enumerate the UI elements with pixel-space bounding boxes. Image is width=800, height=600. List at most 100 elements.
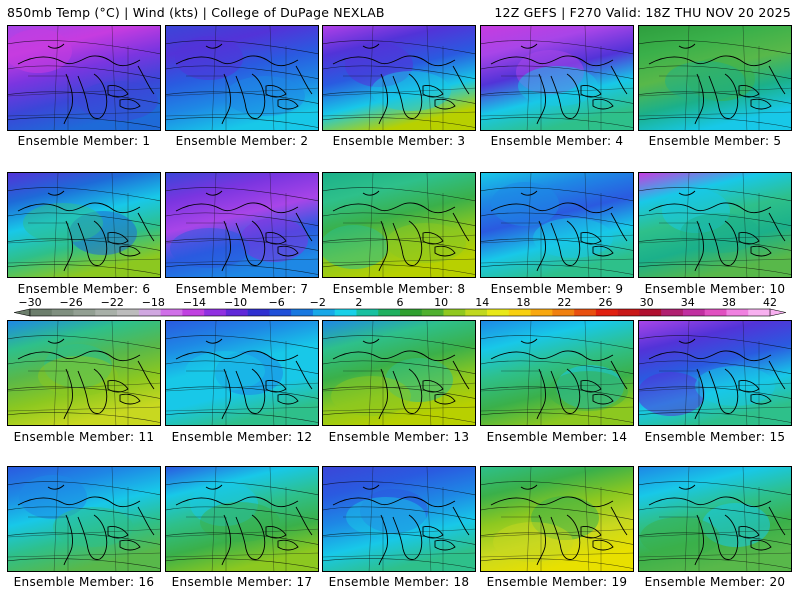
isotherm-contour	[481, 386, 633, 399]
isotherm-contour	[639, 264, 791, 275]
isotherm-contour	[639, 117, 791, 128]
great-lakes-coastline	[592, 393, 614, 405]
state-border	[166, 552, 318, 558]
temperature-blob	[371, 71, 451, 111]
temperature-field	[8, 467, 160, 571]
state-border	[111, 321, 117, 425]
ensemble-member-8-label: Ensemble Member: 8	[332, 282, 466, 296]
state-border	[639, 406, 791, 412]
isotherm-contour	[166, 412, 318, 423]
isotherm-contour	[166, 558, 318, 569]
isotherm-contour	[481, 117, 633, 128]
isotherm-contour	[8, 558, 160, 569]
isotherm-contour	[639, 65, 791, 79]
temperature-blob	[518, 66, 598, 106]
great-lakes-coastline	[235, 220, 266, 266]
colorbar-tick-label: 30	[640, 296, 654, 309]
state-border	[8, 406, 160, 412]
great-lakes-coastline	[520, 484, 538, 490]
temperature-blob	[665, 61, 745, 101]
state-border	[584, 321, 590, 425]
ensemble-member-15-label: Ensemble Member: 15	[644, 430, 786, 444]
isotherm-contour	[166, 40, 318, 55]
temperature-field	[323, 467, 475, 571]
great-lakes-coastline	[205, 190, 223, 196]
ensemble-member-20-map	[638, 466, 792, 572]
ensemble-member-5-label: Ensemble Member: 5	[648, 134, 782, 148]
great-lakes-coastline	[580, 526, 602, 539]
temperature-field	[481, 321, 633, 425]
isotherm-contour	[323, 412, 475, 423]
temperature-blob	[493, 522, 573, 562]
great-lakes-coastline	[694, 368, 704, 420]
colorbar-segment	[73, 309, 96, 316]
great-lakes-coastline	[520, 43, 538, 49]
colorbar-tick-label: 14	[475, 296, 489, 309]
colorbar-tick-label: 10	[434, 296, 448, 309]
state-border	[166, 87, 318, 97]
colorbar-segment	[552, 309, 575, 316]
state-border	[742, 321, 748, 425]
great-lakes-coastline	[47, 338, 65, 344]
temperature-blob	[78, 81, 158, 121]
great-lakes-coastline	[750, 245, 772, 257]
state-border	[526, 467, 532, 571]
great-lakes-coastline	[422, 380, 444, 393]
isotherm-contour	[323, 40, 475, 55]
great-lakes-coastline	[47, 190, 65, 196]
great-lakes-coastline	[536, 368, 546, 420]
isotherm-contour	[166, 506, 318, 520]
great-lakes-coastline	[221, 220, 231, 272]
great-lakes-coastline	[648, 55, 772, 67]
temperature-field	[8, 26, 160, 130]
state-border	[323, 87, 475, 97]
great-lakes-coastline	[452, 212, 470, 242]
state-border	[28, 222, 69, 277]
state-border	[28, 516, 69, 571]
state-border	[186, 516, 227, 571]
temperature-blob	[331, 376, 411, 416]
isotherm-contour	[639, 412, 791, 423]
great-lakes-coastline	[550, 514, 581, 560]
great-lakes-coastline	[332, 496, 456, 508]
great-lakes-coastline	[77, 220, 108, 266]
great-lakes-coastline	[536, 73, 546, 125]
temperature-field	[8, 321, 160, 425]
ensemble-member-6-label: Ensemble Member: 6	[17, 282, 151, 296]
state-border	[481, 87, 633, 97]
isotherm-contour	[8, 386, 160, 399]
great-lakes-coastline	[434, 393, 456, 405]
state-border	[368, 467, 374, 571]
great-lakes-coastline	[592, 98, 614, 110]
colorbar-tick-label: 22	[557, 296, 571, 309]
colorbar-segment	[225, 309, 248, 316]
great-lakes-coastline	[277, 393, 299, 405]
isotherm-contour	[8, 238, 160, 251]
isotherm-contour	[323, 117, 475, 128]
great-lakes-coastline	[422, 526, 444, 539]
ensemble-member-4-label: Ensemble Member: 4	[490, 134, 624, 148]
state-border	[8, 528, 160, 538]
ensemble-member-11-map	[7, 320, 161, 426]
ensemble-member-1-label: Ensemble Member: 1	[17, 134, 151, 148]
state-border	[323, 258, 475, 264]
great-lakes-coastline	[708, 368, 739, 414]
isotherm-contour	[481, 65, 633, 79]
great-lakes-coastline	[332, 202, 456, 214]
colorbar-segment	[160, 309, 183, 316]
state-border	[53, 26, 59, 130]
great-lakes-coastline	[119, 98, 141, 110]
isotherm-contour	[639, 532, 791, 545]
colorbar-tick-label: −18	[142, 296, 165, 309]
great-lakes-coastline	[137, 506, 155, 536]
state-border	[501, 75, 542, 130]
isotherm-contour	[8, 212, 160, 226]
colorbar-segment	[30, 309, 53, 316]
ensemble-member-17-map	[165, 466, 319, 572]
isotherm-contour	[639, 360, 791, 374]
great-lakes-coastline	[362, 484, 380, 490]
temperature-blob	[38, 356, 118, 396]
isotherm-contour	[8, 65, 160, 79]
ensemble-member-7-map	[165, 172, 319, 278]
